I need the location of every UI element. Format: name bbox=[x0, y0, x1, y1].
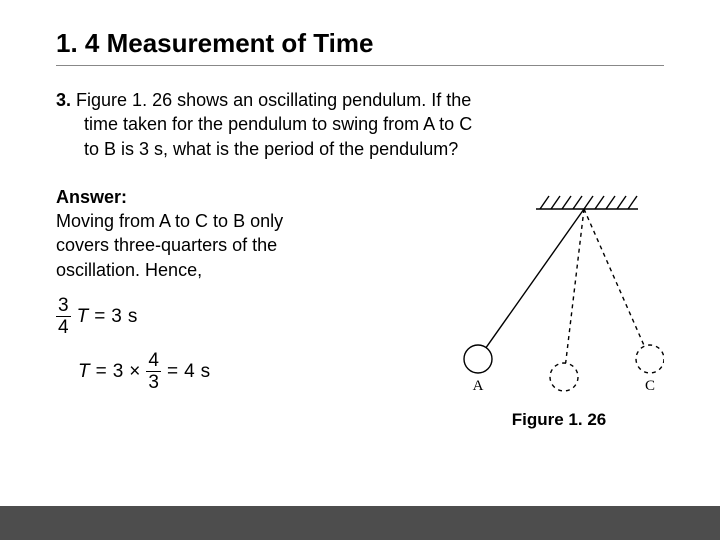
equals: = bbox=[94, 304, 105, 330]
answer-line3: oscillation. Hence, bbox=[56, 260, 202, 280]
question-block: 3. Figure 1. 26 shows an oscillating pen… bbox=[56, 88, 664, 161]
svg-text:C: C bbox=[645, 378, 655, 394]
rhs-unit: s bbox=[128, 304, 138, 330]
svg-text:A: A bbox=[473, 378, 484, 394]
rhs-value: 3 bbox=[111, 304, 122, 330]
answer-line2: covers three-quarters of the bbox=[56, 235, 277, 255]
question-line3: to B is 3 s, what is the period of the p… bbox=[56, 137, 664, 161]
equation-1: 3 4 T = 3 s bbox=[56, 296, 436, 337]
frac-num: 4 bbox=[146, 351, 161, 371]
question-line1: Figure 1. 26 shows an oscillating pendul… bbox=[76, 90, 471, 110]
title-rule bbox=[56, 65, 664, 66]
figure-caption: Figure 1. 26 bbox=[454, 410, 664, 430]
answer-line1: Moving from A to C to B only bbox=[56, 211, 283, 231]
pendulum-diagram: ABC bbox=[454, 185, 664, 395]
rhs-unit: s bbox=[201, 359, 211, 385]
fraction-4-3: 4 3 bbox=[146, 351, 161, 392]
formula-block: 3 4 T = 3 s T = 3 × 4 3 bbox=[56, 296, 436, 392]
rhs-value: 4 bbox=[184, 359, 195, 385]
times-sign: × bbox=[129, 359, 140, 385]
answer-block: Answer: Moving from A to C to B only cov… bbox=[56, 185, 436, 406]
frac-den: 4 bbox=[56, 316, 71, 337]
lhs-value: 3 bbox=[113, 359, 124, 385]
fraction-3-4: 3 4 bbox=[56, 296, 71, 337]
frac-den: 3 bbox=[146, 371, 161, 392]
question-number: 3. bbox=[56, 90, 71, 110]
equals: = bbox=[96, 359, 107, 385]
equation-2: T = 3 × 4 3 = 4 s bbox=[78, 351, 436, 392]
question-line2: time taken for the pendulum to swing fro… bbox=[56, 112, 664, 136]
frac-num: 3 bbox=[56, 296, 71, 316]
figure-block: ABC Figure 1. 26 bbox=[454, 185, 664, 430]
var-T: T bbox=[77, 304, 89, 330]
answer-label: Answer: bbox=[56, 187, 127, 207]
equals: = bbox=[167, 359, 178, 385]
footer-bar bbox=[0, 506, 720, 540]
page-title: 1. 4 Measurement of Time bbox=[56, 28, 664, 59]
var-T: T bbox=[78, 359, 90, 385]
